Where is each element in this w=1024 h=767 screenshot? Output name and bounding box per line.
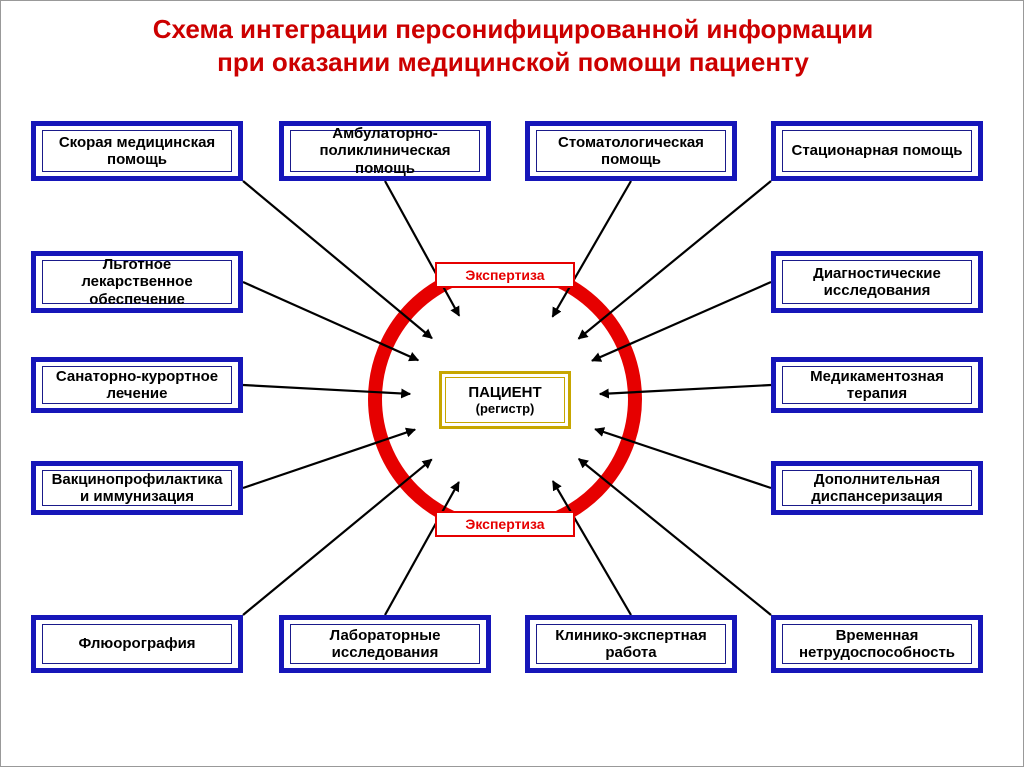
arrow-b-ambulatory <box>385 181 459 316</box>
b-vaccine: Вакцинопрофилактика и иммунизация <box>31 461 243 515</box>
r-exp-bottom-label: Экспертиза <box>465 516 544 532</box>
b-inpatient-label: Стационарная помощь <box>792 142 963 159</box>
arrow-b-drug-therapy <box>600 385 771 394</box>
arrow-b-inpatient <box>578 181 771 339</box>
b-emergency: Скорая медицинская помощь <box>31 121 243 181</box>
r-exp-top-label: Экспертиза <box>465 267 544 283</box>
b-inpatient: Стационарная помощь <box>771 121 983 181</box>
page-title: Схема интеграции персонифицированной инф… <box>1 13 1024 78</box>
title-line-1: Схема интеграции персонифицированной инф… <box>1 13 1024 46</box>
b-diagnostic-label: Диагностические исследования <box>787 265 967 300</box>
patient-line-2: (регистр) <box>476 401 535 416</box>
b-fluoro-label: Флюорография <box>78 635 195 652</box>
patient-box: ПАЦИЕНТ(регистр) <box>439 371 571 429</box>
slide-root: Схема интеграции персонифицированной инф… <box>0 0 1024 767</box>
b-dental: Стоматологическая помощь <box>525 121 737 181</box>
arrow-b-drug-supply <box>243 282 418 360</box>
b-drug-therapy: Медикаментозная терапия <box>771 357 983 413</box>
b-diagnostic: Диагностические исследования <box>771 251 983 313</box>
b-dental-label: Стоматологическая помощь <box>541 134 721 169</box>
arrow-b-clinical <box>553 481 631 615</box>
arrow-b-dental <box>553 181 631 317</box>
arrow-b-fluoro <box>243 459 432 615</box>
b-dispensary-label: Дополнительная диспансеризация <box>787 471 967 506</box>
arrow-b-sanatorium <box>243 385 410 394</box>
arrow-b-emergency <box>243 181 432 338</box>
b-ambulatory-label: Амбулаторно-поликлиническая помощь <box>295 125 475 177</box>
arrow-b-lab <box>385 482 459 615</box>
b-ambulatory: Амбулаторно-поликлиническая помощь <box>279 121 491 181</box>
b-vaccine-label: Вакцинопрофилактика и иммунизация <box>47 471 227 506</box>
title-line-2: при оказании медицинской помощи пациенту <box>1 46 1024 79</box>
b-drug-therapy-label: Медикаментозная терапия <box>787 368 967 403</box>
arrow-b-vaccine <box>243 430 415 488</box>
b-sanatorium-label: Санаторно-курортное лечение <box>47 368 227 403</box>
arrow-b-disability <box>579 459 771 615</box>
r-exp-bottom: Экспертиза <box>435 511 575 537</box>
b-clinical: Клинико-экспертная работа <box>525 615 737 673</box>
b-dispensary: Дополнительная диспансеризация <box>771 461 983 515</box>
b-drug-supply: Льготное лекарственное обеспечение <box>31 251 243 313</box>
b-emergency-label: Скорая медицинская помощь <box>47 134 227 169</box>
patient-line-1: ПАЦИЕНТ <box>468 384 541 401</box>
b-disability-label: Временная нетрудоспособность <box>787 627 967 662</box>
b-lab-label: Лабораторные исследования <box>295 627 475 662</box>
arrow-b-diagnostic <box>592 282 771 361</box>
b-fluoro: Флюорография <box>31 615 243 673</box>
b-sanatorium: Санаторно-курортное лечение <box>31 357 243 413</box>
b-drug-supply-label: Льготное лекарственное обеспечение <box>47 256 227 308</box>
r-exp-top: Экспертиза <box>435 262 575 288</box>
b-disability: Временная нетрудоспособность <box>771 615 983 673</box>
b-clinical-label: Клинико-экспертная работа <box>541 627 721 662</box>
arrow-b-dispensary <box>595 429 771 488</box>
b-lab: Лабораторные исследования <box>279 615 491 673</box>
